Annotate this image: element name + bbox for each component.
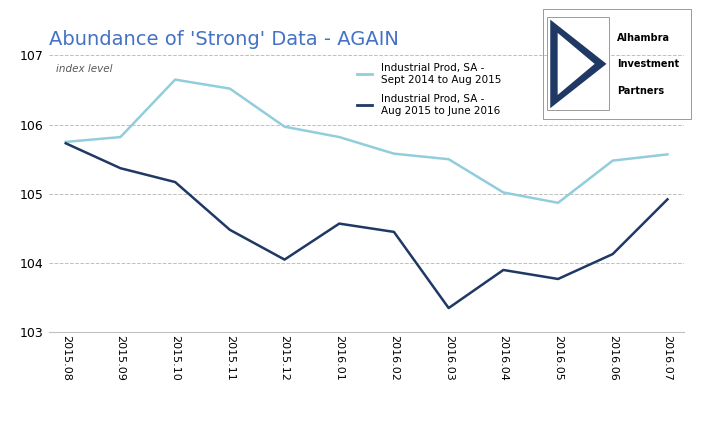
Text: Partners: Partners: [617, 86, 664, 96]
Polygon shape: [558, 33, 595, 95]
Text: Alhambra: Alhambra: [617, 33, 670, 43]
Text: Investment: Investment: [617, 60, 679, 69]
Text: index level: index level: [56, 63, 112, 74]
FancyBboxPatch shape: [547, 17, 609, 110]
Polygon shape: [551, 20, 606, 108]
Text: Abundance of 'Strong' Data - AGAIN: Abundance of 'Strong' Data - AGAIN: [49, 30, 399, 49]
Legend: Industrial Prod, SA -
Sept 2014 to Aug 2015, Industrial Prod, SA -
Aug 2015 to J: Industrial Prod, SA - Sept 2014 to Aug 2…: [357, 63, 501, 116]
